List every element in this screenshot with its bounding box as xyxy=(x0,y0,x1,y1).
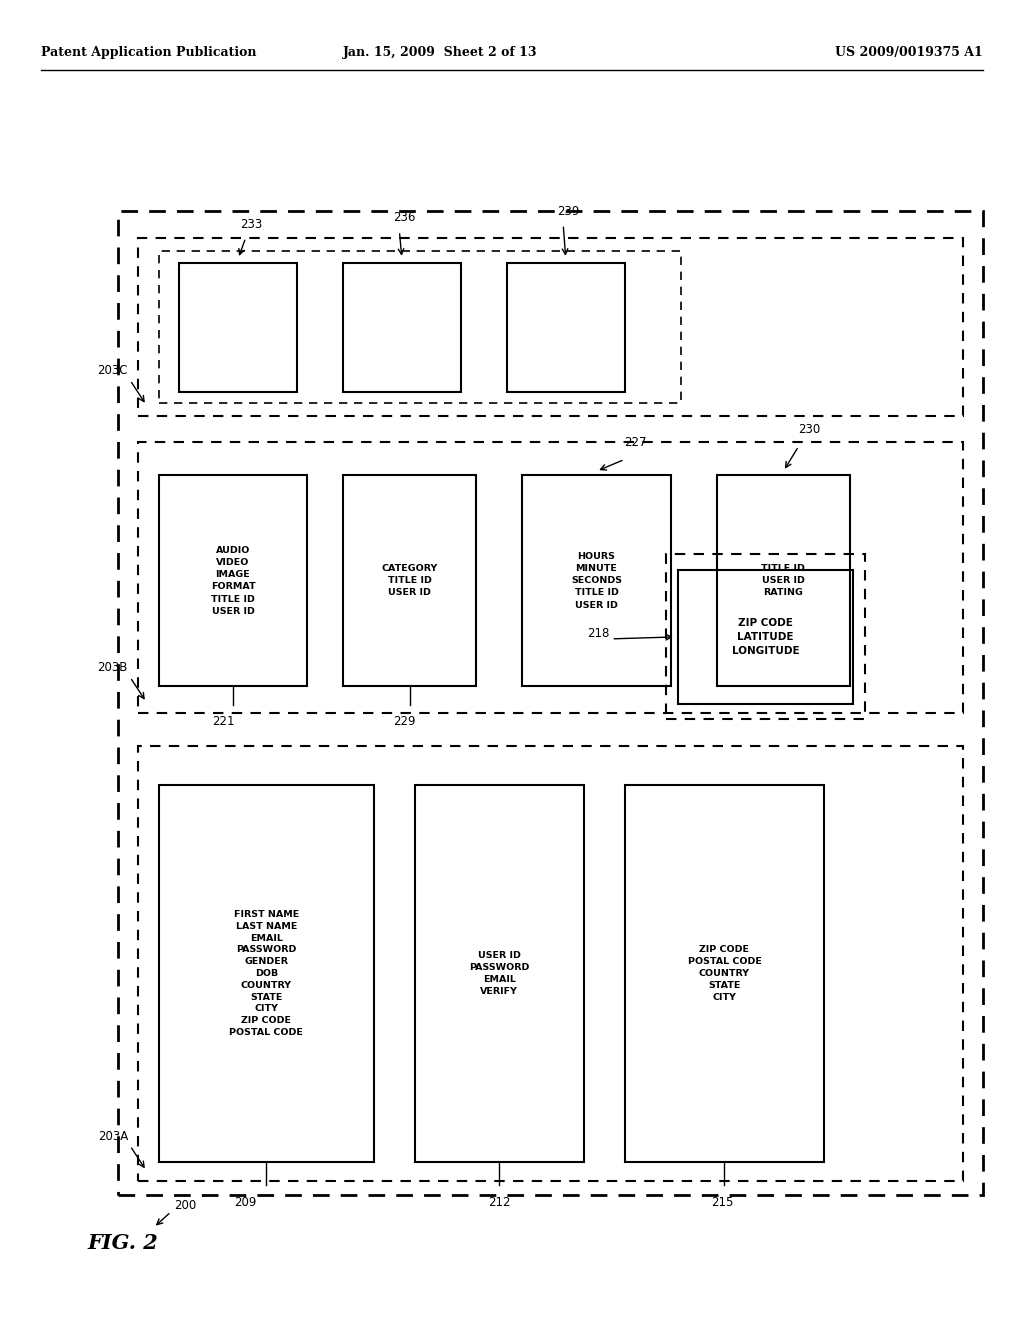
Text: ZIP CODE
POSTAL CODE
COUNTRY
STATE
CITY: ZIP CODE POSTAL CODE COUNTRY STATE CITY xyxy=(687,945,762,1002)
Bar xyxy=(415,785,584,1162)
Text: FIRST NAME
LAST NAME
EMAIL
PASSWORD
GENDER
DOB
COUNTRY
STATE
CITY
ZIP CODE
POSTA: FIRST NAME LAST NAME EMAIL PASSWORD GEND… xyxy=(229,909,303,1038)
Text: 230: 230 xyxy=(798,422,820,436)
Text: 227: 227 xyxy=(624,436,646,449)
Text: TITLE ID
USER ID
RATING: TITLE ID USER ID RATING xyxy=(762,564,805,598)
Text: 221: 221 xyxy=(212,715,234,729)
Text: FIG. 2: FIG. 2 xyxy=(87,1233,158,1254)
Bar xyxy=(343,475,476,686)
Bar xyxy=(118,211,983,1195)
Bar xyxy=(625,785,824,1162)
Bar xyxy=(678,570,853,704)
Text: USER ID
PASSWORD
EMAIL
VERIFY: USER ID PASSWORD EMAIL VERIFY xyxy=(469,952,529,995)
Bar xyxy=(522,475,671,686)
Bar xyxy=(507,263,625,392)
Text: CATEGORY
TITLE ID
USER ID: CATEGORY TITLE ID USER ID xyxy=(382,564,437,598)
Text: 203C: 203C xyxy=(97,364,128,378)
Text: 209: 209 xyxy=(234,1196,257,1209)
Bar xyxy=(666,554,865,719)
Text: Patent Application Publication: Patent Application Publication xyxy=(41,46,256,59)
Text: US 2009/0019375 A1: US 2009/0019375 A1 xyxy=(836,46,983,59)
Text: 212: 212 xyxy=(488,1196,511,1209)
Text: AUDIO
VIDEO
IMAGE
FORMAT
TITLE ID
USER ID: AUDIO VIDEO IMAGE FORMAT TITLE ID USER I… xyxy=(211,546,255,615)
Text: 203B: 203B xyxy=(97,661,128,675)
Bar xyxy=(138,442,963,713)
Text: 229: 229 xyxy=(393,715,416,729)
Bar xyxy=(159,251,681,403)
Text: 233: 233 xyxy=(240,218,262,231)
Text: HOURS
MINUTE
SECONDS
TITLE ID
USER ID: HOURS MINUTE SECONDS TITLE ID USER ID xyxy=(571,552,622,610)
Bar xyxy=(343,263,461,392)
Text: 218: 218 xyxy=(587,627,609,640)
Text: 215: 215 xyxy=(711,1196,733,1209)
Text: 239: 239 xyxy=(557,205,580,218)
Text: 203A: 203A xyxy=(97,1130,128,1143)
Text: 236: 236 xyxy=(393,211,416,224)
Bar xyxy=(159,475,307,686)
Bar xyxy=(179,263,297,392)
Bar xyxy=(717,475,850,686)
Bar xyxy=(138,746,963,1181)
Bar xyxy=(138,238,963,416)
Bar xyxy=(159,785,374,1162)
Text: Jan. 15, 2009  Sheet 2 of 13: Jan. 15, 2009 Sheet 2 of 13 xyxy=(343,46,538,59)
Text: ZIP CODE
LATITUDE
LONGITUDE: ZIP CODE LATITUDE LONGITUDE xyxy=(731,618,800,656)
Text: 200: 200 xyxy=(174,1199,197,1212)
